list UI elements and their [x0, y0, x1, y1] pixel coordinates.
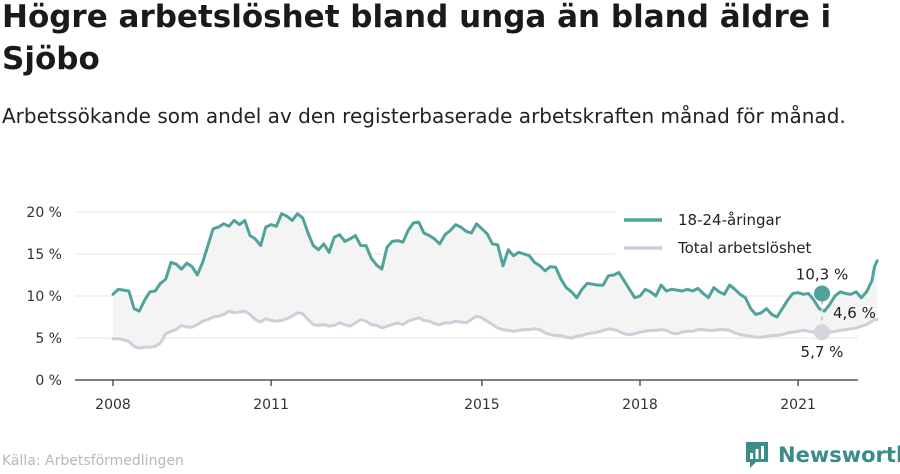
series-lines [111, 212, 879, 350]
y-tick-label: 0 % [35, 373, 62, 389]
y-tick-label: 10 % [26, 289, 62, 305]
youth-end-label: 10,3 % [796, 265, 848, 283]
legend-label-total: Total arbetslöshet [677, 239, 812, 257]
youth-series-line [111, 212, 879, 319]
y-tick-label: 15 % [26, 247, 62, 263]
y-tick-label: 5 % [35, 331, 62, 347]
x-tick-label: 2008 [95, 397, 131, 413]
total-end-label: 5,7 % [801, 343, 844, 361]
axes: 0 % 5 % 10 % 15 % 20 % 2008 2011 2015 2018 2021 [26, 205, 858, 413]
brand-logo: Newsworthy [744, 440, 900, 470]
x-tick-label: 2021 [780, 397, 816, 413]
youth-end-dot [814, 285, 830, 302]
total-end-dot [814, 324, 830, 341]
chart-subtitle: Arbetssökande som andel av den registerb… [2, 104, 846, 128]
x-tick-label: 2015 [464, 397, 500, 413]
brand-name: Newsworthy [778, 443, 900, 467]
legend-label-youth: 18-24-åringar [678, 211, 782, 229]
y-tick-label: 20 % [26, 205, 62, 221]
x-tick-label: 2018 [622, 397, 658, 413]
gap-label: 4,6 % [833, 304, 876, 322]
source-note: Källa: Arbetsförmedlingen [2, 453, 184, 469]
legend: 18-24-åringar Total arbetslöshet [615, 206, 860, 266]
legend-box [615, 206, 860, 266]
brand-logo-icon [746, 442, 768, 468]
x-tick-label: 2011 [253, 397, 289, 413]
chart-title: Högre arbetslöshet bland unga än bland ä… [2, 0, 832, 77]
line-chart: 0 % 5 % 10 % 15 % 20 % 2008 2011 2015 2018 2021 1… [26, 205, 879, 413]
end-markers: 10,3 % 5,7 % 4,6 % [796, 265, 876, 361]
total-series-line [111, 309, 879, 350]
